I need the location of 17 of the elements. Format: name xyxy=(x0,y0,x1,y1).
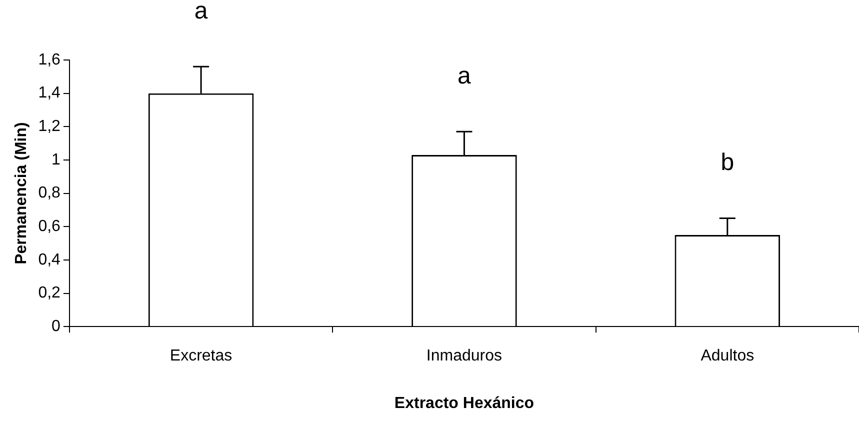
y-tick-label: 0 xyxy=(52,318,61,336)
x-tick-label: Excretas xyxy=(170,348,232,365)
x-axis-title: Extracto Hexánico xyxy=(394,394,534,412)
y-axis-title: Permanencia (Min) xyxy=(13,122,30,264)
y-tick-label: 0,8 xyxy=(38,184,61,202)
annotation: b xyxy=(720,148,734,176)
x-tick-label: Inmaduros xyxy=(426,348,502,365)
y-tick-label: 0,2 xyxy=(38,284,61,302)
x-tick-label: Adultos xyxy=(700,348,754,365)
y-tick-label: 1 xyxy=(52,151,61,168)
y-tick-label: 1,2 xyxy=(38,118,61,136)
text: a xyxy=(194,0,208,24)
annotation: a xyxy=(458,62,472,90)
y-tick-label: 1,6 xyxy=(38,51,61,68)
y-tick-label: 1,4 xyxy=(38,84,61,102)
y-tick-label: 0,4 xyxy=(38,251,61,268)
y-tick-label: 0,6 xyxy=(38,218,61,236)
